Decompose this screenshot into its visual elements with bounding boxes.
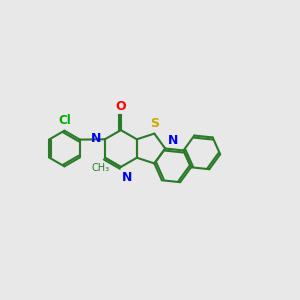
Text: S: S [150, 117, 159, 130]
Text: O: O [116, 100, 126, 113]
Text: CH₃: CH₃ [92, 163, 110, 173]
Text: N: N [122, 171, 133, 184]
Text: N: N [90, 132, 101, 145]
Text: N: N [168, 134, 178, 147]
Text: Cl: Cl [58, 114, 71, 127]
